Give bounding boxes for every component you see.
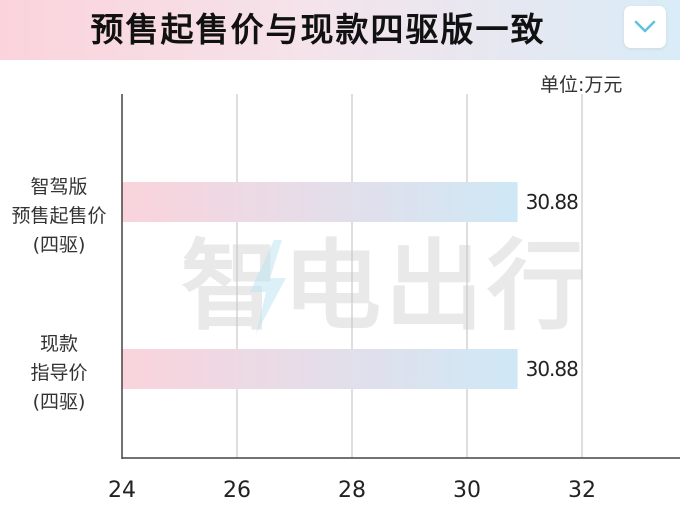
unit-label: 单位:万元 xyxy=(540,74,623,96)
watermark: 智电出行 xyxy=(170,230,600,344)
category-label-line: (四驱) xyxy=(32,391,86,413)
x-tick-label: 30 xyxy=(453,478,481,503)
x-tick-label: 26 xyxy=(223,478,251,503)
x-tick-label: 24 xyxy=(108,478,136,503)
bar xyxy=(122,182,518,222)
data-label: 30.88 xyxy=(526,190,579,214)
category-label-line: 现款 xyxy=(39,333,78,355)
axes: 24 26 28 30 32 xyxy=(108,94,680,503)
lightning-bolt-icon xyxy=(250,240,286,334)
category-label-line: 指导价 xyxy=(30,362,88,384)
data-labels: 30.88 30.88 xyxy=(526,190,580,381)
category-label: 现款指导价 (四驱) xyxy=(0,330,118,417)
category-label-line: 预售起售价 xyxy=(11,205,107,227)
watermark-text: 智电出行 xyxy=(181,232,589,342)
title-banner: 预售起售价与现款四驱版一致 xyxy=(0,0,680,60)
category-label-line: 智驾版 xyxy=(30,176,88,198)
x-tick-label: 32 xyxy=(568,478,596,503)
category-label-line: (四驱) xyxy=(32,234,86,256)
chart-title: 预售起售价与现款四驱版一致 xyxy=(90,10,546,49)
data-label: 30.88 xyxy=(526,357,579,381)
category-label: 智驾版预售起售价 (四驱) xyxy=(0,173,118,260)
gridlines xyxy=(236,94,583,458)
bars xyxy=(122,182,518,389)
bar xyxy=(122,349,518,389)
dropdown-button[interactable] xyxy=(624,6,666,48)
chevron-down-icon xyxy=(634,20,656,33)
x-tick-label: 28 xyxy=(338,478,366,503)
